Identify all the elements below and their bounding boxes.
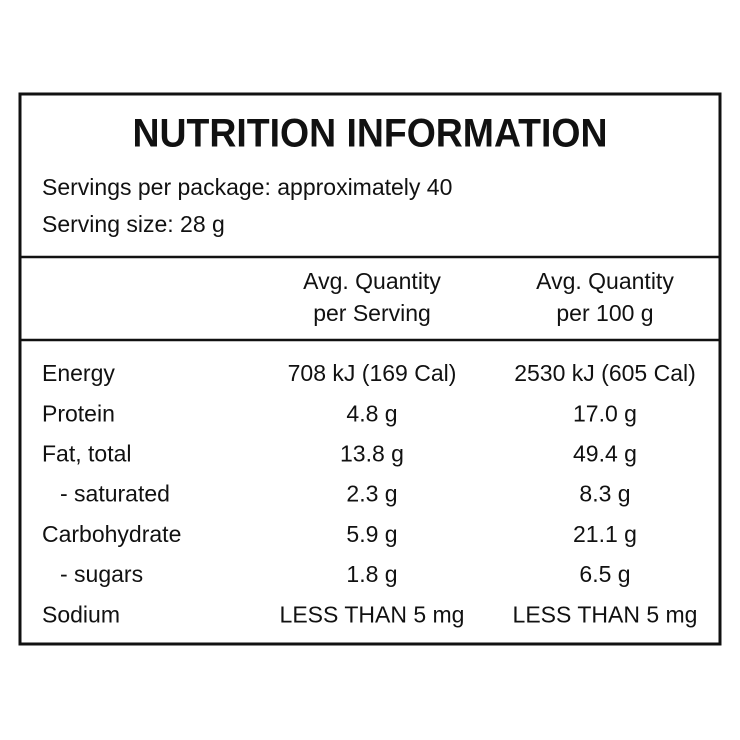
nutrient-value: 4.8 g — [346, 400, 397, 426]
nutrient-name: Sodium — [42, 601, 120, 627]
nutrient-value: LESS THAN 5 mg — [280, 601, 465, 627]
nutrient-value: 13.8 g — [340, 440, 404, 466]
title: NUTRITION INFORMATION — [133, 112, 608, 156]
nutrient-name: - sugars — [60, 561, 143, 587]
nutrient-value: 49.4 g — [573, 440, 637, 466]
nutrient-value: 2.3 g — [346, 481, 397, 507]
nutrient-value: 2530 kJ (605 Cal) — [514, 360, 696, 386]
nutrient-value: LESS THAN 5 mg — [513, 601, 698, 627]
serving-info: Servings per package: approximately 40 — [42, 174, 452, 200]
nutrient-value: 1.8 g — [346, 561, 397, 587]
outer-border — [18, 92, 722, 646]
nutrient-value: 17.0 g — [573, 400, 637, 426]
nutrient-name: Fat, total — [42, 440, 131, 466]
nutrient-name: Carbohydrate — [42, 521, 181, 547]
nutrient-value: 8.3 g — [579, 481, 630, 507]
nutrient-name: Protein — [42, 400, 115, 426]
nutrient-value: 5.9 g — [346, 521, 397, 547]
column-header: per Serving — [313, 300, 431, 326]
nutrient-name: Energy — [42, 360, 115, 386]
serving-info: Serving size: 28 g — [42, 211, 225, 237]
nutrient-value: 6.5 g — [579, 561, 630, 587]
nutrient-name: - saturated — [60, 481, 170, 507]
nutrient-value: 708 kJ (169 Cal) — [288, 360, 457, 386]
column-header: per 100 g — [556, 300, 653, 326]
nutrient-value: 21.1 g — [573, 521, 637, 547]
column-header: Avg. Quantity — [536, 268, 674, 294]
column-header: Avg. Quantity — [303, 268, 441, 294]
